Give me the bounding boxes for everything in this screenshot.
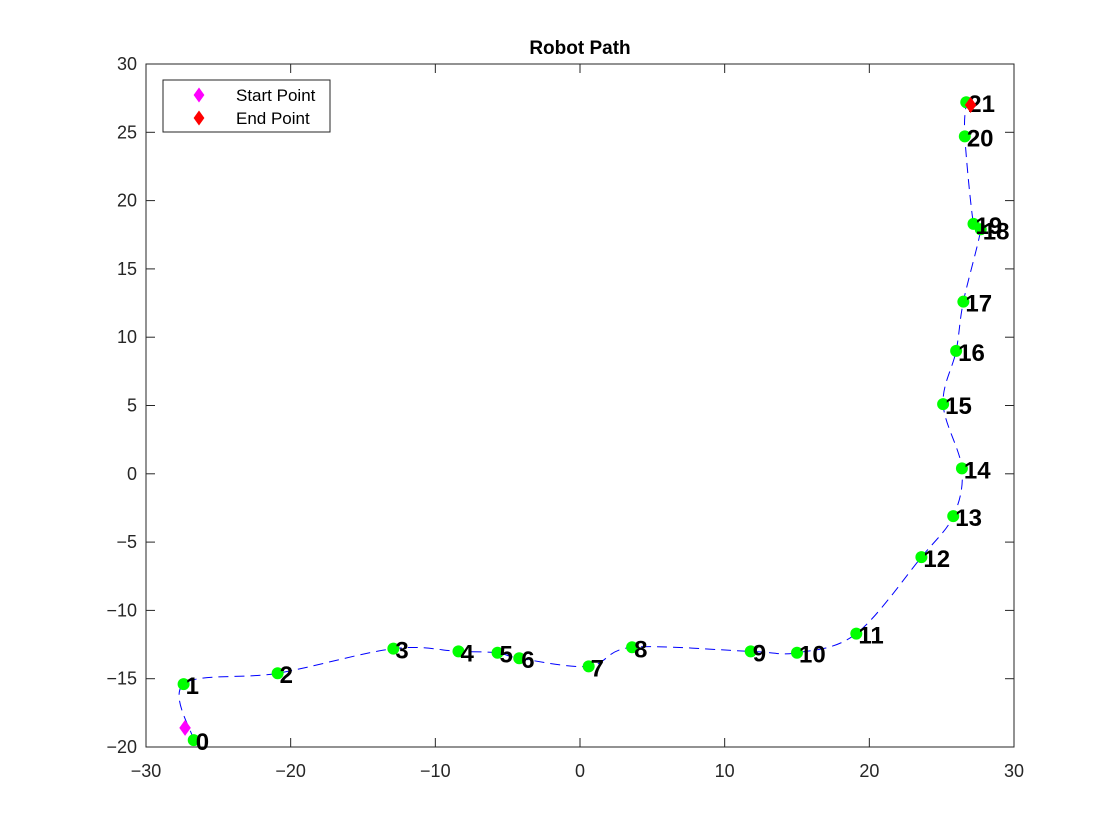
- waypoint-label: 11: [858, 623, 883, 650]
- start-end-markers: [179, 96, 977, 736]
- waypoint-marker: [626, 641, 639, 654]
- waypoint-marker: [452, 645, 465, 658]
- waypoint-label: 4: [460, 640, 474, 667]
- waypoint-label: 3: [395, 638, 408, 665]
- robot-path: [178, 102, 982, 741]
- x-tick-label: 0: [575, 761, 585, 781]
- waypoint-marker: [957, 295, 970, 308]
- waypoint-label: 8: [634, 636, 647, 663]
- waypoint-marker: [744, 645, 757, 658]
- waypoint-label: 7: [591, 655, 604, 682]
- waypoint-marker: [387, 642, 400, 655]
- axes-box: [145, 63, 1015, 748]
- waypoint-label: 20: [967, 125, 994, 152]
- x-tick-label: 30: [1004, 761, 1024, 781]
- path-line: [178, 102, 982, 741]
- waypoint-marker: [955, 462, 968, 475]
- waypoint-label: 16: [958, 340, 985, 367]
- waypoint-marker: [937, 398, 950, 411]
- y-tick-label: −15: [106, 669, 137, 689]
- x-tick-label: 10: [715, 761, 735, 781]
- waypoint-label: 17: [965, 291, 992, 318]
- waypoint-label: 19: [975, 213, 1002, 240]
- legend-marker: [193, 87, 205, 103]
- waypoint-label: 1: [186, 673, 199, 700]
- legend-label: Start Point: [236, 86, 316, 105]
- waypoint-marker: [950, 344, 963, 357]
- waypoint-label: 15: [945, 393, 972, 420]
- waypoint-label: 6: [521, 647, 534, 674]
- chart-title: Robot Path: [529, 38, 630, 59]
- y-tick-label: −20: [106, 737, 137, 757]
- legend: Start Point End Point: [162, 79, 331, 133]
- x-tick-label: 20: [859, 761, 879, 781]
- start-point-marker: [179, 719, 191, 736]
- waypoint-marker: [177, 678, 190, 691]
- waypoint-marker: [915, 551, 928, 564]
- waypoint-label: 9: [753, 640, 766, 667]
- plot-area: −30 −20 −10 0 10 20 30−20−15−10−5051015202530 …: [106, 54, 1024, 781]
- waypoint-label: 5: [500, 642, 513, 669]
- waypoint-label: 0: [196, 729, 209, 756]
- waypoint-label: 14: [964, 457, 991, 484]
- y-tick-label: 25: [117, 122, 137, 142]
- legend-box: [162, 79, 331, 133]
- legend-marker: [193, 110, 205, 126]
- end-point-marker: [964, 96, 977, 113]
- waypoint-label: 13: [955, 505, 982, 532]
- x-tick-label: −30: [131, 761, 162, 781]
- waypoint-marker: [582, 660, 595, 673]
- y-tick-label: 30: [117, 54, 137, 74]
- waypoint-label: 12: [923, 546, 950, 573]
- y-tick-label: 10: [117, 327, 137, 347]
- y-tick-label: 15: [117, 259, 137, 279]
- waypoint-marker: [513, 652, 526, 665]
- y-tick-label: 0: [127, 464, 137, 484]
- waypoint-marker: [187, 734, 200, 747]
- waypoint-marker: [967, 217, 980, 230]
- waypoint-label: 2: [280, 662, 293, 689]
- waypoint-marker: [947, 510, 960, 523]
- y-tick-label: 5: [127, 396, 137, 416]
- waypoint-marker: [491, 646, 504, 659]
- x-tick-label: −10: [420, 761, 451, 781]
- y-tick-label: −5: [116, 532, 137, 552]
- legend-label: End Point: [236, 109, 310, 128]
- waypoint-marker: [850, 627, 863, 640]
- x-tick-label: −20: [275, 761, 306, 781]
- waypoint-label: 10: [799, 642, 826, 669]
- waypoints: [177, 96, 987, 747]
- y-tick-label: 20: [117, 191, 137, 211]
- waypoint-marker: [791, 646, 803, 659]
- waypoint-marker: [958, 130, 971, 143]
- waypoint-label: 18: [983, 218, 1010, 245]
- waypoint-marker: [271, 667, 284, 680]
- y-tick-label: −10: [106, 600, 137, 620]
